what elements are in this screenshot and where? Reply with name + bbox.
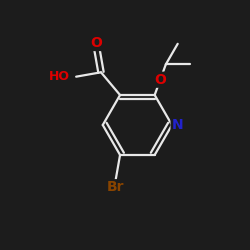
Text: HO: HO: [49, 70, 70, 83]
Text: N: N: [172, 118, 183, 132]
Text: O: O: [154, 73, 166, 87]
Text: Br: Br: [106, 180, 124, 194]
Text: O: O: [91, 36, 102, 50]
